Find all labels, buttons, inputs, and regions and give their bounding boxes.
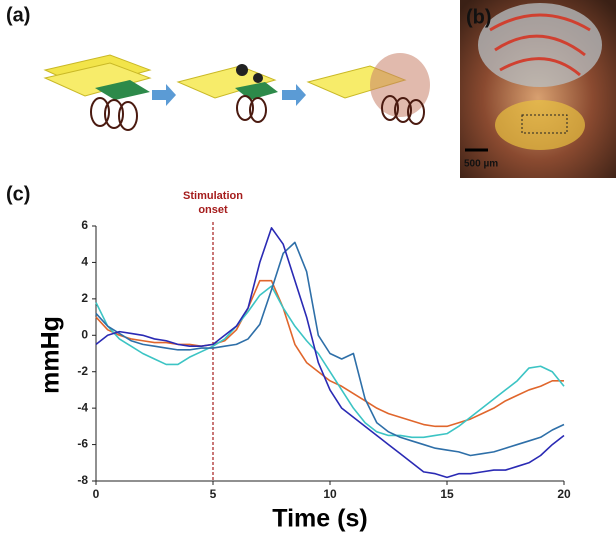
x-tick-label: 10 xyxy=(323,487,337,501)
annotation: onset xyxy=(198,204,228,216)
x-tick-label: 0 xyxy=(93,487,100,501)
x-tick-label: 15 xyxy=(440,487,454,501)
y-tick-label: -2 xyxy=(77,364,88,378)
y-tick-label: 2 xyxy=(81,291,88,305)
y-axis-label: mmHg xyxy=(37,316,65,394)
y-tick-label: -8 xyxy=(77,473,88,487)
y-tick-label: -4 xyxy=(77,400,88,414)
x-tick-label: 20 xyxy=(557,487,571,501)
page: (a) (c) (b) 500 µm Time (s) mmHg -8-6-4- xyxy=(0,0,616,540)
y-tick-label: 6 xyxy=(81,218,88,232)
series-line xyxy=(96,286,564,437)
panel-label: (b) xyxy=(466,6,492,28)
y-tick-label: -6 xyxy=(77,437,88,451)
scale-bar-label: 500 µm xyxy=(464,159,498,170)
panel-label: (c) xyxy=(6,183,30,205)
y-tick-label: 0 xyxy=(81,327,88,341)
panel-label: (a) xyxy=(6,4,30,26)
device-illustration xyxy=(45,53,430,130)
series-line xyxy=(96,242,564,455)
annotation: Stimulation xyxy=(183,190,243,202)
figure: (a) (c) (b) 500 µm Time (s) mmHg -8-6-4- xyxy=(0,0,616,535)
x-tick-label: 5 xyxy=(210,487,217,501)
x-axis-label: Time (s) xyxy=(272,505,367,533)
y-tick-label: 4 xyxy=(81,255,88,269)
